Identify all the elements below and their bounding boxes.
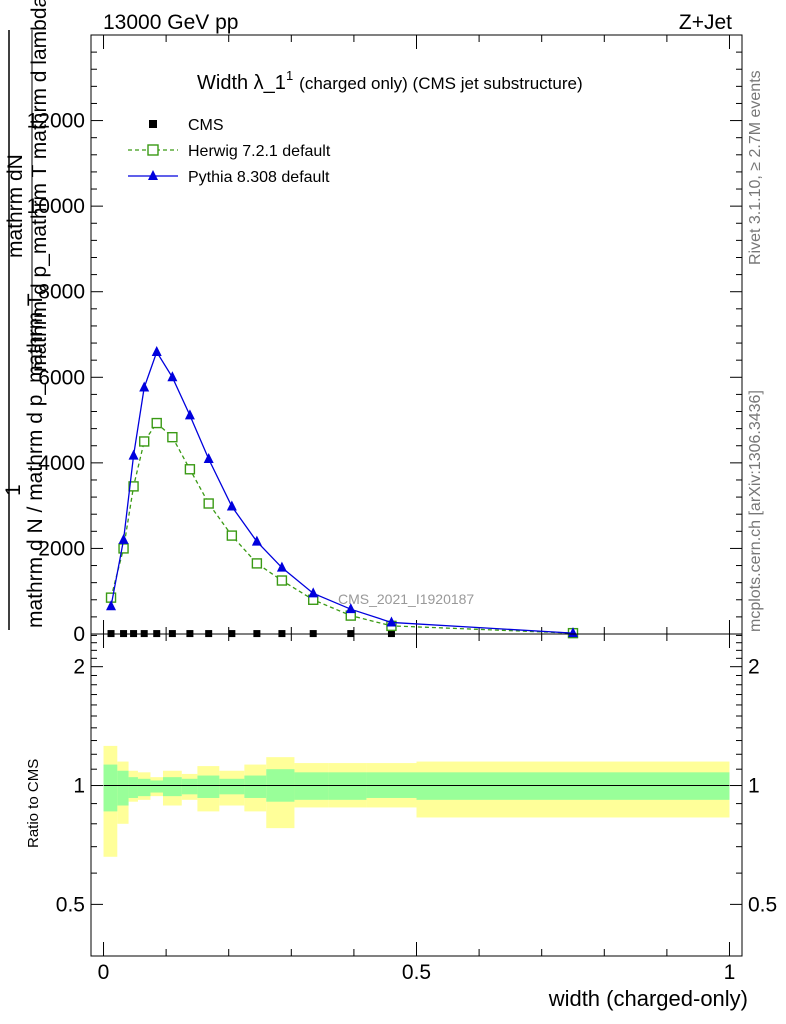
ratio-ylabel: Ratio to CMS (25, 759, 42, 848)
herwig-point (226, 530, 238, 541)
pythia-point (128, 449, 139, 460)
x-axis-label: width (charged-only) (548, 986, 748, 1011)
x-tick-label: 0 (98, 961, 110, 984)
pythia-point (106, 600, 117, 611)
pythia-point (184, 409, 195, 420)
chart-subtitle: (charged only) (CMS jet substructure) (299, 74, 582, 93)
main-ylabel-frac-one: 1 (2, 484, 25, 496)
ratio-y-tick-label: 1 (73, 775, 85, 798)
herwig-point (251, 558, 263, 569)
legend-label: Herwig 7.2.1 default (188, 143, 331, 160)
x-tick-label: 1 (724, 961, 736, 984)
herwig-point (151, 417, 162, 429)
legend-label: CMS (188, 117, 224, 134)
header-left-label: 13000 GeV pp (103, 11, 238, 34)
ratio-inner-band (197, 775, 220, 798)
ratio-inner-band (219, 778, 245, 795)
ratio-y-tick-label: 0.5 (56, 893, 85, 916)
y-tick-label: 0 (73, 623, 85, 646)
legend-label: Pythia 8.308 default (188, 169, 330, 186)
legend-pythia-marker (148, 170, 158, 180)
legend-cms-marker (149, 120, 157, 128)
ratio-y-tick-label-right: 2 (748, 656, 760, 679)
pythia-point (308, 587, 319, 598)
main-ylabel-bottom: mathrm d p_mathrm T mathrm d lambda (28, 0, 51, 372)
y-tick-label: 6000 (38, 366, 85, 389)
herwig-point (276, 575, 288, 586)
ratio-inner-band (181, 778, 198, 795)
main-panel: 0 2000 4000 6000 8000 10000 12000 Width λ_11 (c… (27, 34, 743, 646)
pythia-point (203, 453, 214, 464)
main-ylabel-frac-den: mathrm d N / mathrm d p_mathrm T (24, 293, 47, 628)
ratio-y-tick-label-right: 1 (748, 775, 760, 798)
main-y-ticks: 0 2000 4000 6000 8000 10000 12000 (27, 35, 742, 646)
herwig-point (184, 464, 196, 475)
ratio-inner-band (294, 772, 329, 800)
pythia-point (118, 533, 129, 544)
pythia-point (251, 535, 262, 546)
ratio-inner-band (328, 772, 367, 800)
herwig-point (118, 543, 129, 554)
legend-herwig-marker (147, 144, 159, 156)
herwig-point (203, 498, 214, 509)
ratio-bands (103, 745, 730, 857)
pythia-point (226, 500, 237, 511)
y-tick-label: 12000 (27, 110, 85, 133)
herwig-point (128, 481, 139, 492)
series-line (110, 422, 574, 634)
mcplots-side-label: mcplots.cern.ch [arXiv:1306.3436] (747, 390, 764, 632)
pythia-point (151, 346, 162, 357)
herwig-point (139, 436, 150, 447)
ratio-inner-band (150, 780, 163, 793)
pythia-point (386, 616, 397, 627)
ratio-inner-band (103, 764, 118, 812)
pythia-point (139, 381, 150, 392)
pythia-point (276, 561, 287, 572)
ratio-ticks: 0.5 0.5 1 1 2 2 0 0.5 1 (56, 634, 777, 984)
pythia-point (167, 371, 178, 382)
ratio-inner-band (162, 777, 182, 797)
pythia-point (345, 603, 356, 614)
y-tick-label: 2000 (38, 537, 85, 560)
ratio-y-tick-label-right: 0.5 (748, 893, 777, 916)
y-tick-label: 8000 (38, 281, 85, 304)
main-ylabel-top: mathrm dN (4, 154, 27, 258)
watermark-label: CMS_2021_I1920187 (338, 591, 474, 607)
herwig-point (167, 431, 178, 443)
header-right-label: Z+Jet (679, 11, 732, 34)
ratio-inner-band (117, 770, 129, 806)
pythia-point (567, 627, 578, 638)
ratio-inner-band (416, 772, 730, 800)
chart-title: Width λ_11 (charged only) (CMS jet substr… (197, 68, 583, 94)
y-tick-label: 4000 (38, 452, 85, 475)
ratio-inner-band (244, 775, 267, 798)
chart-title-sup: 1 (286, 68, 293, 83)
y-tick-label: 10000 (27, 195, 85, 218)
ratio-inner-band (137, 778, 151, 797)
x-tick-label: 0.5 (402, 961, 431, 984)
legend: CMS Herwig 7.2.1 default Pythia 8.308 defa… (128, 117, 331, 186)
ratio-y-tick-label: 2 (73, 656, 85, 679)
ratio-inner-band (128, 777, 138, 798)
ratio-panel: 0.5 0.5 1 1 2 2 0 0.5 1 Ratio to CMS width (char… (25, 633, 777, 1011)
rivet-side-label: Rivet 3.1.10, ≥ 2.7M events (747, 70, 764, 265)
